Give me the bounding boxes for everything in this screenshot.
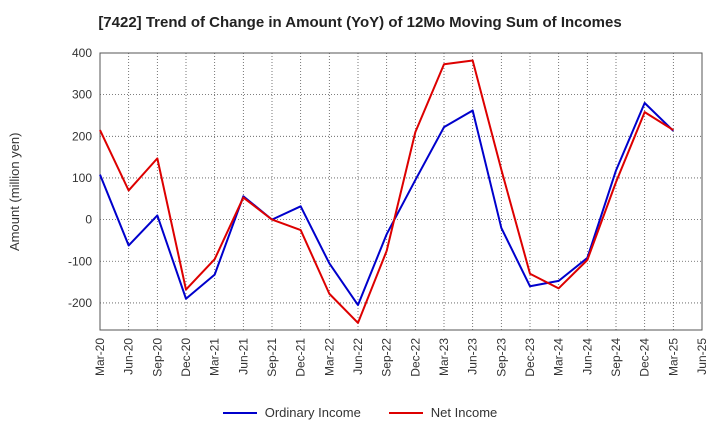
x-tick-label: Jun-22 <box>351 338 365 375</box>
legend-item-ordinary-income: Ordinary Income <box>222 405 361 420</box>
x-tick-label: Jun-24 <box>580 338 594 375</box>
chart-title: [7422] Trend of Change in Amount (YoY) o… <box>98 14 622 31</box>
legend-swatch-ordinary-income <box>222 411 257 414</box>
x-tick-label: Jun-21 <box>236 338 250 375</box>
legend: Ordinary Income Net Income <box>0 405 720 420</box>
x-tick-label: Dec-24 <box>638 338 652 377</box>
y-tick-label: -200 <box>68 296 92 310</box>
legend-label-net-income: Net Income <box>430 405 498 420</box>
y-tick-label: 200 <box>72 129 92 143</box>
x-tick-label: Dec-21 <box>294 338 308 377</box>
x-tick-label: Mar-24 <box>552 338 566 376</box>
y-tick-label: 0 <box>85 213 92 227</box>
x-tick-label: Sep-21 <box>265 338 279 377</box>
y-tick-label: 100 <box>72 171 92 185</box>
series-line-ordinary-income <box>99 101 675 307</box>
x-tick-label: Mar-23 <box>437 338 451 376</box>
x-tick-label: Sep-24 <box>609 338 623 377</box>
x-tick-label: Dec-22 <box>408 338 422 377</box>
legend-item-net-income: Net Income <box>388 405 498 420</box>
x-tick-label: Sep-23 <box>494 338 508 377</box>
plot-frame <box>99 52 703 331</box>
legend-swatch-net-income <box>388 411 423 414</box>
y-tick-label: -100 <box>68 254 92 268</box>
x-tick-label: Dec-23 <box>523 338 537 377</box>
x-tick-label: Sep-22 <box>380 338 394 377</box>
x-tick-label: Dec-20 <box>179 338 193 377</box>
x-tick-label: Jun-23 <box>466 338 480 375</box>
legend-label-ordinary-income: Ordinary Income <box>264 405 361 420</box>
x-tick-label: Mar-21 <box>208 338 222 376</box>
series-line-net-income <box>99 59 674 324</box>
y-tick-label: 300 <box>72 88 92 102</box>
x-tick-label: Sep-20 <box>150 338 164 377</box>
x-tick-label: Mar-22 <box>322 338 336 376</box>
x-tick-label: Mar-25 <box>666 338 680 376</box>
x-tick-label: Jun-20 <box>122 338 136 375</box>
y-tick-label: 400 <box>72 46 92 60</box>
x-tick-label: Jun-25 <box>695 338 709 375</box>
x-tick-label: Mar-20 <box>93 338 107 376</box>
